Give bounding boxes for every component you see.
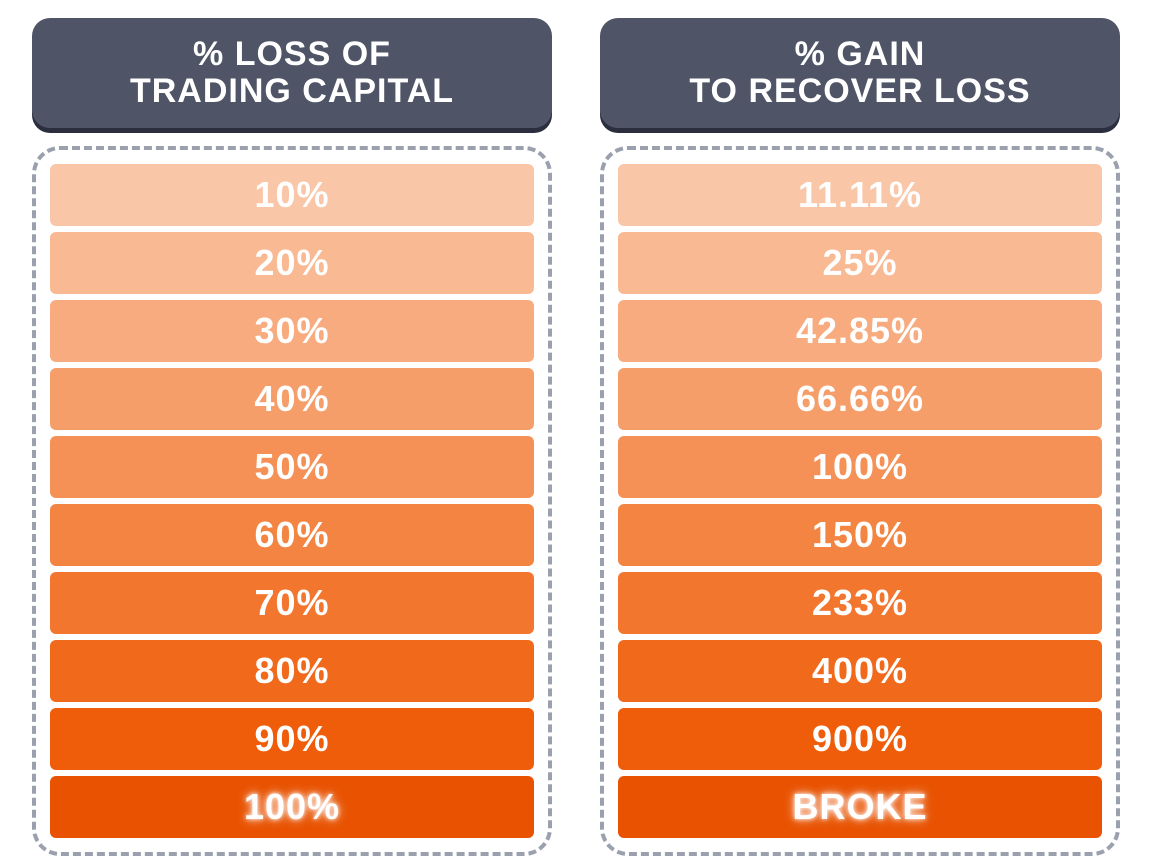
gain-column: % GAINTO RECOVER LOSS 11.11% 25% 42.85% 66.… <box>600 18 1120 856</box>
table-row: 90% <box>50 708 534 770</box>
table-row: 80% <box>50 640 534 702</box>
table-row: 100% <box>50 776 534 838</box>
row-value: 233% <box>812 582 908 624</box>
loss-list: 10% 20% 30% 40% 50% 60% 70% 80% 90% 100% <box>32 146 552 856</box>
table-row: 10% <box>50 164 534 226</box>
row-value: 60% <box>254 514 329 556</box>
table-row: 70% <box>50 572 534 634</box>
loss-header: % LOSS OFTRADING CAPITAL <box>32 18 552 128</box>
table-row: 100% <box>618 436 1102 498</box>
row-value: 100% <box>812 446 908 488</box>
row-value: 90% <box>254 718 329 760</box>
row-value: 900% <box>812 718 908 760</box>
gain-header: % GAINTO RECOVER LOSS <box>600 18 1120 128</box>
row-value: 20% <box>254 242 329 284</box>
row-value: 50% <box>254 446 329 488</box>
row-value: 40% <box>254 378 329 420</box>
row-value: 30% <box>254 310 329 352</box>
row-value: 66.66% <box>796 378 924 420</box>
table-row: 11.11% <box>618 164 1102 226</box>
table-row: 25% <box>618 232 1102 294</box>
table-row: 150% <box>618 504 1102 566</box>
row-value: 42.85% <box>796 310 924 352</box>
row-value: 25% <box>822 242 897 284</box>
table-row: BROKE <box>618 776 1102 838</box>
table-row: 60% <box>50 504 534 566</box>
table-row: 233% <box>618 572 1102 634</box>
table-row: 30% <box>50 300 534 362</box>
row-value: 80% <box>254 650 329 692</box>
row-value: 11.11% <box>798 174 922 216</box>
table-row: 400% <box>618 640 1102 702</box>
gain-list: 11.11% 25% 42.85% 66.66% 100% 150% 233% 400% 900… <box>600 146 1120 856</box>
table-row: 50% <box>50 436 534 498</box>
table-row: 42.85% <box>618 300 1102 362</box>
row-value: 400% <box>812 650 908 692</box>
gain-header-text: % GAINTO RECOVER LOSS <box>689 36 1030 111</box>
row-value: 70% <box>254 582 329 624</box>
loss-column: % LOSS OFTRADING CAPITAL 10% 20% 30% 40% 50%… <box>32 18 552 856</box>
loss-header-text: % LOSS OFTRADING CAPITAL <box>130 36 454 111</box>
row-value: 150% <box>812 514 908 556</box>
table-row: 900% <box>618 708 1102 770</box>
row-value: 10% <box>254 174 329 216</box>
table-row: 20% <box>50 232 534 294</box>
row-value: 100% <box>244 786 340 828</box>
table-row: 40% <box>50 368 534 430</box>
table-row: 66.66% <box>618 368 1102 430</box>
row-value: BROKE <box>792 786 927 828</box>
